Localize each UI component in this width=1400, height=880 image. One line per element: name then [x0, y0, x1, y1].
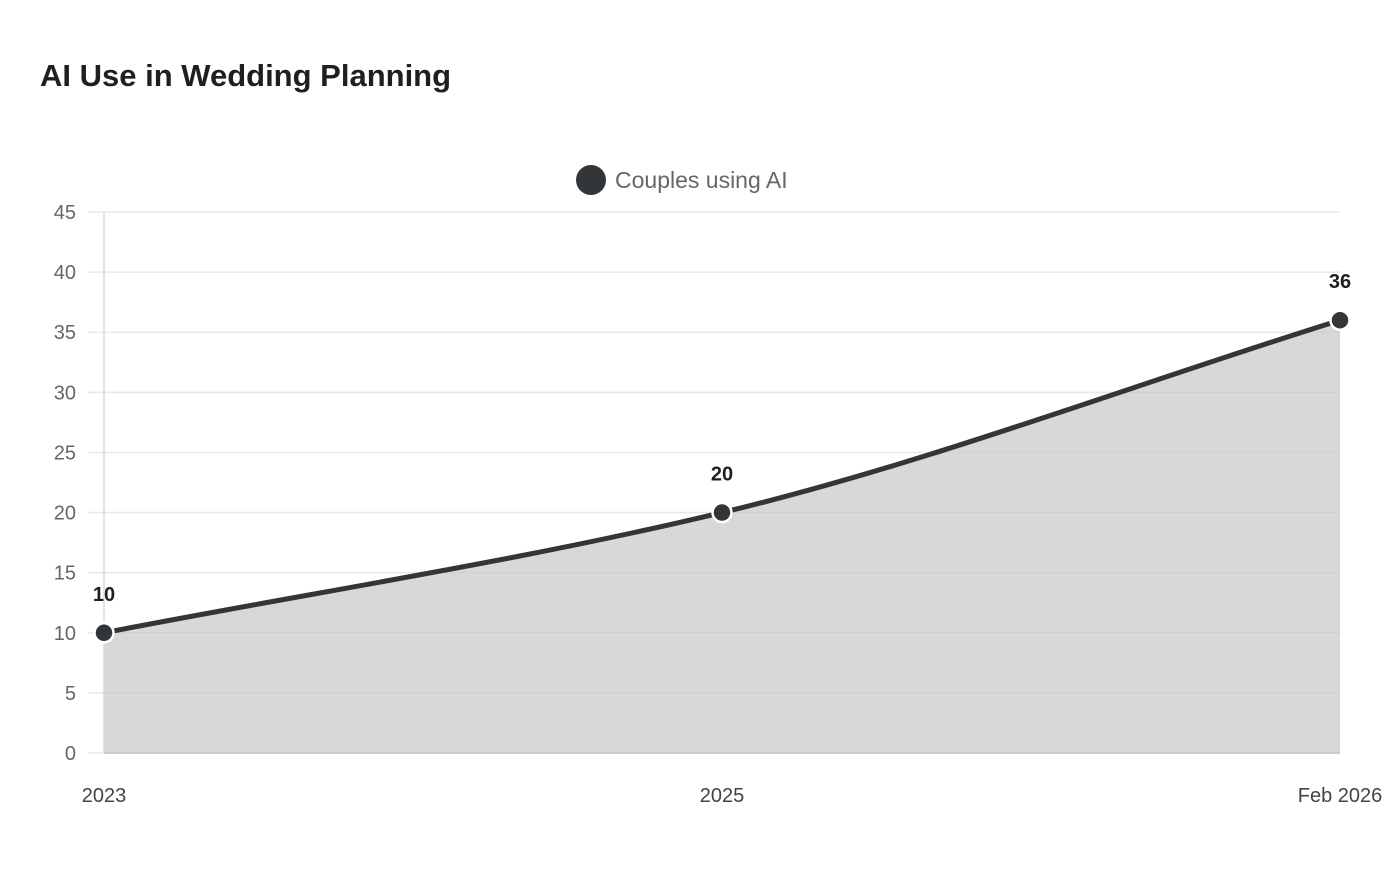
data-point-1[interactable] — [711, 501, 733, 524]
y-tick-label: 5 — [65, 683, 76, 705]
y-tick-label: 0 — [65, 743, 76, 765]
y-tick-label: 35 — [54, 322, 76, 344]
x-tick-label-2: Feb 2026 — [1298, 785, 1383, 807]
y-axis-ticks: 0 5 10 15 20 25 30 35 40 45 — [54, 202, 76, 765]
y-tick-label: 20 — [54, 503, 76, 525]
axes — [103, 212, 1340, 754]
legend-item-couples-using-ai[interactable]: Couples using AI — [576, 165, 788, 195]
y-tick-label: 45 — [54, 202, 76, 224]
data-label-2: 36 — [1329, 271, 1351, 293]
x-axis-ticks: 2023 2025 Feb 2026 — [82, 785, 1383, 807]
data-points — [93, 309, 1351, 644]
data-label-1: 20 — [711, 464, 733, 486]
data-label-0: 10 — [93, 584, 115, 606]
data-point-0[interactable] — [93, 622, 115, 644]
chart-title: AI Use in Wedding Planning — [40, 58, 452, 93]
legend-marker-icon — [576, 165, 606, 195]
x-tick-label-0: 2023 — [82, 785, 127, 807]
series-area-couples-using-ai — [104, 320, 1340, 753]
y-tick-label: 10 — [54, 623, 76, 645]
y-tick-label: 15 — [54, 563, 76, 585]
data-labels: 10 20 36 — [93, 271, 1351, 606]
y-tick-label: 40 — [54, 262, 76, 284]
x-tick-label-1: 2025 — [700, 785, 745, 807]
legend[interactable]: Couples using AI — [576, 165, 788, 195]
y-tick-label: 30 — [54, 382, 76, 404]
y-tick-label: 25 — [54, 442, 76, 464]
data-point-2[interactable] — [1329, 309, 1351, 331]
legend-label: Couples using AI — [615, 167, 788, 193]
